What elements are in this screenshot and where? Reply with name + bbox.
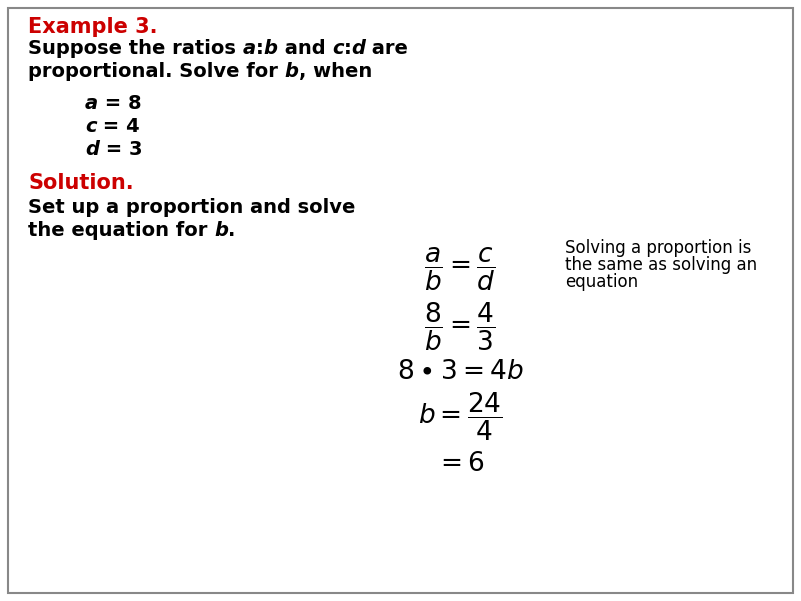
Text: :: : [344, 39, 351, 58]
Text: $\dfrac{8}{b} = \dfrac{4}{3}$: $\dfrac{8}{b} = \dfrac{4}{3}$ [425, 301, 496, 353]
Text: b: b [264, 39, 277, 58]
Text: $8 \bullet 3 = 4b$: $8 \bullet 3 = 4b$ [396, 359, 524, 385]
Text: c: c [332, 39, 344, 58]
Text: proportional. Solve for: proportional. Solve for [28, 62, 284, 81]
Text: c: c [85, 117, 96, 136]
Text: = 8: = 8 [99, 94, 142, 113]
Text: are: are [365, 39, 408, 58]
Text: a: a [243, 39, 256, 58]
Text: Example 3.: Example 3. [28, 17, 158, 37]
Text: .: . [228, 221, 235, 240]
Text: = 4: = 4 [96, 117, 140, 136]
Text: $\dfrac{a}{b} = \dfrac{c}{d}$: $\dfrac{a}{b} = \dfrac{c}{d}$ [425, 246, 496, 293]
Text: Solution.: Solution. [28, 173, 134, 193]
Text: Set up a proportion and solve: Set up a proportion and solve [28, 198, 356, 217]
Text: Solving a proportion is: Solving a proportion is [565, 239, 751, 257]
Text: a: a [85, 94, 99, 113]
Text: $b = \dfrac{24}{4}$: $b = \dfrac{24}{4}$ [417, 391, 502, 444]
Text: d: d [85, 140, 99, 159]
Text: , when: , when [299, 62, 372, 81]
Text: Suppose the ratios: Suppose the ratios [28, 39, 243, 58]
Text: b: b [214, 221, 228, 240]
Text: $= 6$: $= 6$ [435, 451, 485, 477]
Text: d: d [351, 39, 365, 58]
Text: and: and [277, 39, 332, 58]
Text: the equation for: the equation for [28, 221, 214, 240]
Text: b: b [284, 62, 299, 81]
Text: :: : [256, 39, 264, 58]
Text: the same as solving an: the same as solving an [565, 256, 757, 274]
Text: equation: equation [565, 273, 638, 291]
Text: = 3: = 3 [99, 140, 143, 159]
